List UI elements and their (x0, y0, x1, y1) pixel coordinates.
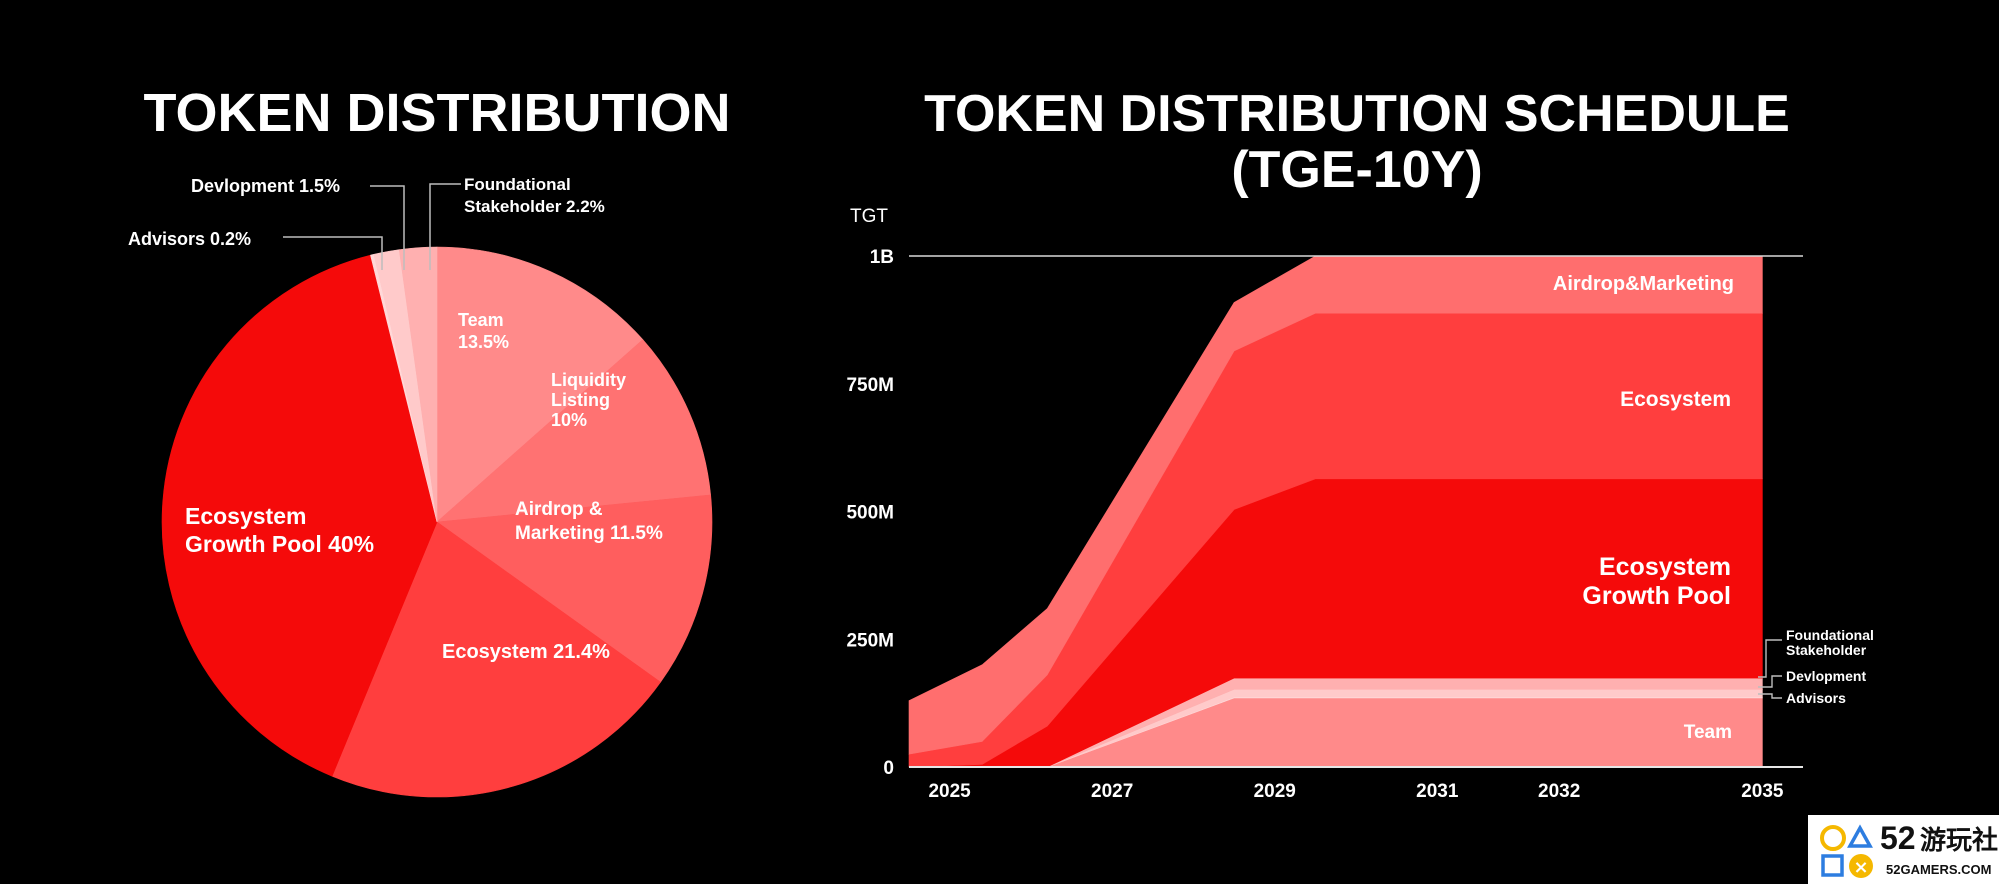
watermark-number: 52 (1880, 820, 1916, 856)
area-layers (909, 256, 1762, 767)
area-label-ecosystem-growth-pool: Ecosystem Growth Pool (1582, 553, 1731, 610)
x-tick-label-2035: 2035 (1741, 781, 1784, 802)
watermark-x-glyph-icon: × (1853, 857, 1868, 878)
area-chart: TOKEN DISTRIBUTION SCHEDULE (TGE-10Y) TG… (846, 85, 1873, 802)
x-tick-label-2032: 2032 (1538, 781, 1580, 802)
y-axis-unit-label: TGT (850, 206, 888, 227)
watermark: × 52 游玩社区 52GAMERS.COM (1808, 815, 1999, 884)
area-small-label-advisors: Advisors (1786, 690, 1846, 706)
x-tick-label-2029: 2029 (1254, 781, 1296, 802)
area-label-ecosystem: Ecosystem (1620, 388, 1731, 411)
pie-label-devlopment: Devlopment 1.5% (191, 176, 340, 196)
pie-label-foundational-stakeholder: Foundational Stakeholder 2.2% (464, 175, 605, 216)
watermark-site: 52GAMERS.COM (1886, 862, 1991, 877)
y-tick-label-750m: 750M (846, 375, 894, 396)
x-tick-label-2031: 2031 (1416, 781, 1459, 802)
y-tick-label-250m: 250M (846, 630, 894, 651)
x-tick-label-2027: 2027 (1091, 781, 1133, 802)
pie-label-advisors: Advisors 0.2% (128, 229, 251, 249)
area-small-label-devlopment: Devlopment (1786, 668, 1866, 684)
y-tick-label-1b: 1B (870, 247, 894, 268)
area-label-airdrop-marketing: Airdrop&Marketing (1553, 273, 1734, 295)
area-small-label-foundational-stakeholder: Foundational Stakeholder (1786, 627, 1874, 658)
watermark-name: 游玩社区 (1920, 825, 1999, 855)
area-label-team: Team (1684, 722, 1732, 743)
area-chart-title-line-2: (TGE-10Y) (1231, 141, 1482, 199)
x-tick-label-2025: 2025 (928, 781, 971, 802)
pie-chart-title: TOKEN DISTRIBUTION (143, 83, 730, 143)
chart-canvas: TOKEN DISTRIBUTION Team 13.5%Liquidity Lis… (0, 0, 1999, 884)
pie-chart: TOKEN DISTRIBUTION Team 13.5%Liquidity Lis… (128, 83, 731, 797)
y-tick-label-500m: 500M (846, 503, 894, 524)
y-tick-label-0: 0 (883, 758, 894, 779)
pie-label-ecosystem: Ecosystem 21.4% (442, 641, 610, 663)
area-chart-title-line-1: TOKEN DISTRIBUTION SCHEDULE (924, 85, 1790, 143)
